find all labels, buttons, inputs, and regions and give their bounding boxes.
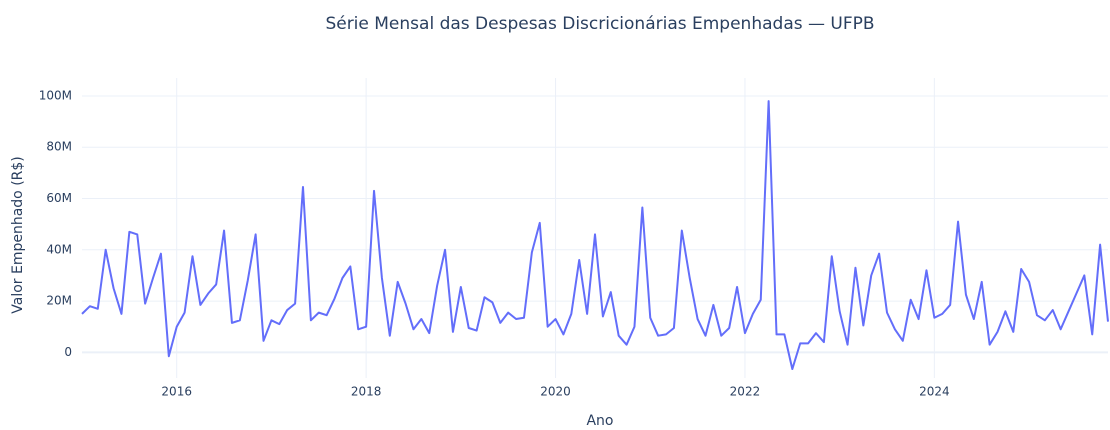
y-axis-title: Valor Empenhado (R$) [10,156,26,314]
x-tick-label: 2016 [161,385,192,399]
y-tick-label: 80M [46,140,72,154]
line-series [81,100,1109,371]
x-tick-label: 2018 [351,385,382,399]
x-tick-label: 2024 [919,385,950,399]
x-axis-title: Ano [586,413,613,429]
y-tick-label: 0 [64,345,72,359]
x-tick-label: 2022 [730,385,761,399]
chart-title: Série Mensal das Despesas Discricionária… [325,14,874,34]
y-tick-label: 60M [46,191,72,205]
y-tick-label: 100M [39,88,72,102]
y-tick-label: 40M [46,242,72,256]
y-tick-label: 20M [46,294,72,308]
x-tick-label: 2020 [540,385,571,399]
